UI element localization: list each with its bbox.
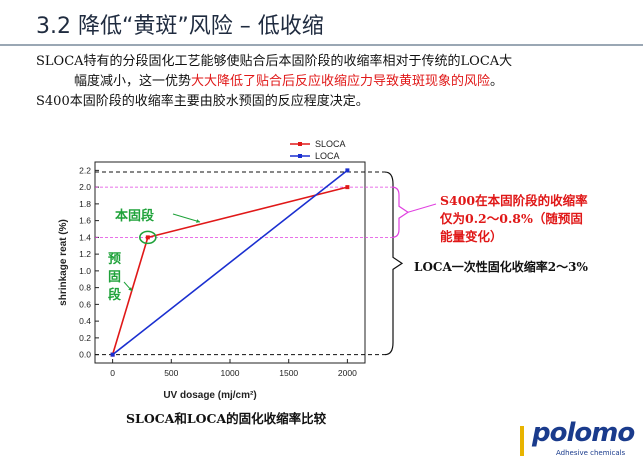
main-cure-arrow [172,213,201,223]
y-tick-label: 0.6 [79,299,91,309]
paragraph-highlight: 大大降低了贴合后反应收缩应力导致黄斑现象的风险 [191,74,491,89]
paragraph-line-2: 幅度减小，这一优势大大降低了贴合后反应收缩应力导致黄斑现象的风险。 [36,72,636,92]
x-tick-label: 2000 [338,368,357,378]
x-tick-label: 500 [164,368,178,378]
annotation-red-line-3: 能量变化） [440,229,503,244]
x-tick-label: 1000 [221,368,240,378]
annotation-red-line-1: S400在本固阶段的收缩率 [440,193,588,208]
pink-brace-pointer [407,203,437,213]
legend-label-sloca: SLOCA [315,139,346,149]
y-tick-label: 1.8 [79,199,91,209]
annotation-sloca-shrinkage: S400在本固阶段的收缩率 仅为0.2～0.8%（随预固 能量变化） [440,192,588,246]
loca-bracket [384,171,404,356]
paragraph-text-1: SLOCA特有的分段固化工艺能够使贴合后本固阶段的收缩率相对于传统的LOCA大 [36,54,513,69]
x-tick-label: 1500 [279,368,298,378]
data-point-loca [110,352,115,357]
legend-marker-loca [298,154,302,158]
company-logo: polomo Adhesive chemicals [520,418,638,460]
y-tick-label: 1.2 [79,249,91,259]
annotation-loca-shrinkage: LOCA一次性固化收缩率2～3% [414,260,588,274]
logo-wordmark: polomo [532,418,635,448]
logo-accent-bar [520,426,524,456]
data-point-loca [345,168,350,173]
intro-paragraph: SLOCA特有的分段固化工艺能够使贴合后本固阶段的收缩率相对于传统的LOCA大 … [36,52,636,112]
title-divider [0,44,643,46]
paragraph-line-1: SLOCA特有的分段固化工艺能够使贴合后本固阶段的收缩率相对于传统的LOCA大 [36,52,636,72]
data-point-sloca [145,235,150,240]
x-axis-label: UV dosage (mj/cm²) [163,390,256,401]
y-tick-label: 2.2 [79,165,91,175]
annotation-main-cure: 本固段 [115,209,155,224]
y-tick-label: 0.8 [79,283,91,293]
pre-cure-arrow-head [128,287,132,291]
logo-tagline: Adhesive chemicals [556,449,626,457]
series-line-loca [112,169,348,356]
annotation-pre-cure-2: 固 [108,270,122,285]
annotation-pre-cure-3: 段 [108,288,122,303]
annotation-red-line-2: 仅为0.2～0.8%（随预固 [440,211,583,226]
y-tick-label: 1.0 [79,266,91,276]
pre-cure-highlight-circle [139,230,157,245]
legend-marker-sloca [298,142,302,146]
paragraph-text-3: 。 [490,74,504,89]
x-tick-label: 0 [110,368,115,378]
y-tick-label: 1.4 [79,232,91,242]
pink-brace [391,186,410,238]
chart-caption: SLOCA和LOCA的固化收缩率比较 [126,411,327,426]
slide-title: 3.2 降低“黄斑”风险 – 低收缩 [36,14,324,39]
legend-label-loca: LOCA [315,151,340,161]
y-tick-label: 0.2 [79,333,91,343]
data-point-sloca [345,185,350,190]
y-tick-label: 0.0 [79,350,91,360]
main-cure-arrow-head [196,219,200,223]
annotation-pre-cure-1: 预 [108,252,122,267]
paragraph-text-4: S400本固阶段的收缩率主要由胶水预固的反应程度决定。 [36,94,369,109]
paragraph-line-3: S400本固阶段的收缩率主要由胶水预固的反应程度决定。 [36,92,636,112]
y-axis-label: shrinkage reat (%) [58,219,69,306]
y-tick-label: 2.0 [79,182,91,192]
paragraph-text-2: 幅度减小，这一优势 [74,74,192,89]
y-tick-label: 0.4 [79,316,91,326]
y-tick-label: 1.6 [79,216,91,226]
